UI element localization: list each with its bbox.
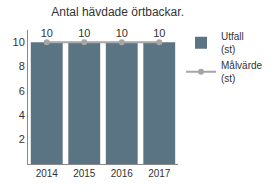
svg-text:2017: 2017 bbox=[148, 168, 171, 179]
svg-text:Utfall(st): Utfall(st) bbox=[221, 31, 244, 55]
svg-text:Antal hävdade örtbackar.: Antal hävdade örtbackar. bbox=[51, 5, 184, 19]
svg-text:2016: 2016 bbox=[111, 168, 134, 179]
svg-text:4: 4 bbox=[19, 109, 25, 121]
svg-text:6: 6 bbox=[19, 85, 25, 97]
svg-text:Målvärde(st): Målvärde(st) bbox=[221, 60, 263, 84]
svg-text:2015: 2015 bbox=[73, 168, 96, 179]
svg-text:10: 10 bbox=[78, 27, 90, 39]
svg-text:10: 10 bbox=[153, 27, 165, 39]
svg-text:10: 10 bbox=[41, 27, 53, 39]
svg-text:2: 2 bbox=[19, 133, 25, 145]
svg-text:10: 10 bbox=[116, 27, 128, 39]
svg-text:10: 10 bbox=[13, 36, 25, 48]
svg-text:2014: 2014 bbox=[36, 168, 59, 179]
svg-text:8: 8 bbox=[19, 60, 25, 72]
